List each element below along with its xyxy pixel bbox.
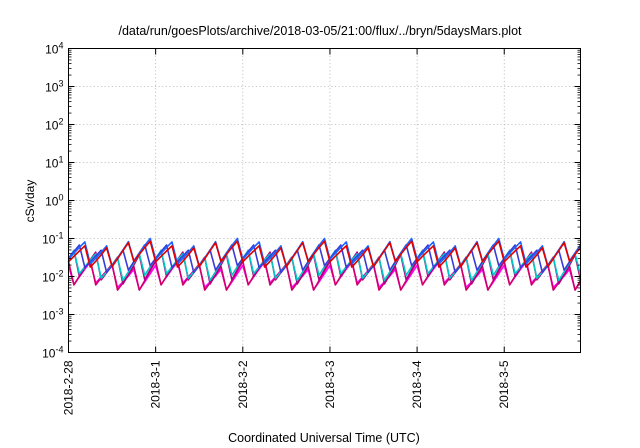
grid [68, 48, 581, 353]
y-tick-label: 100 [45, 193, 63, 209]
y-tick-label: 10-1 [42, 231, 63, 247]
x-axis-label: Coordinated Universal Time (UTC) [228, 431, 420, 445]
series-line [67, 240, 582, 268]
x-tick-label: 2018-3-4 [410, 360, 424, 408]
y-axis: 10-4 10-3 10-2 10-1 100 101 102 103 104 [42, 41, 581, 361]
x-tick-label: 2018-2-28 [62, 360, 76, 415]
x-tick-label: 2018-3-2 [236, 360, 250, 408]
y-tick-label: 103 [45, 79, 63, 95]
series-line [67, 249, 582, 285]
y-axis-label: cSv/day [23, 180, 37, 223]
y-tick-label: 104 [45, 41, 63, 57]
x-tick-label: 2018-3-5 [497, 360, 511, 408]
y-tick-label: 102 [45, 117, 63, 133]
series-group [67, 237, 582, 291]
x-axis: 2018-2-28 2018-3-1 2018-3-2 2018-3-3 2018-3-… [62, 48, 511, 415]
y-tick-label: 101 [45, 155, 63, 171]
x-tick-label: 2018-3-3 [323, 360, 337, 408]
y-tick-label: 10-4 [42, 345, 63, 361]
x-tick-label: 2018-3-1 [149, 360, 163, 408]
y-tick-label: 10-2 [42, 269, 63, 285]
series-line [67, 244, 582, 274]
series-line [67, 261, 582, 291]
chart-title: /data/run/goesPlots/archive/2018-03-05/2… [118, 24, 522, 38]
y-tick-label: 10-3 [42, 307, 63, 323]
